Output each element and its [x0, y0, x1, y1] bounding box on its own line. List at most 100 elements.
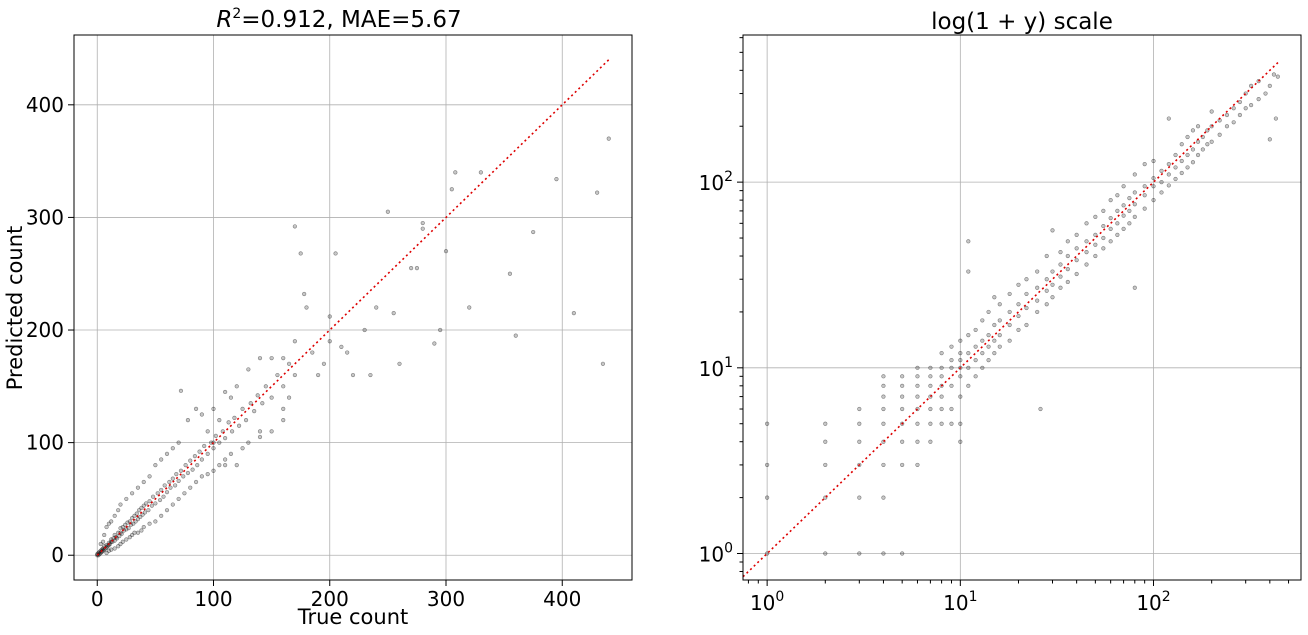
right-data-point — [928, 365, 933, 370]
left-data-point — [130, 491, 135, 496]
left-data-point — [135, 517, 141, 522]
right-data-point — [966, 333, 971, 338]
right-data-point — [857, 406, 862, 412]
left-data-point — [147, 499, 152, 504]
left-data-point — [292, 224, 297, 229]
right-data-point — [1065, 239, 1070, 244]
left-y-tick-label: 0 — [51, 543, 64, 567]
left-data-point — [286, 361, 292, 366]
right-data-point — [1243, 106, 1248, 111]
right-data-point — [900, 439, 905, 444]
right-data-point — [1016, 313, 1021, 319]
right-grid — [743, 35, 1301, 580]
left-data-point — [339, 344, 344, 350]
left-data-point — [333, 251, 338, 256]
left-data-point — [531, 229, 536, 235]
right-data-point — [939, 374, 944, 379]
left-data-point — [118, 502, 123, 507]
right-data-point — [973, 344, 978, 349]
left-data-point — [141, 503, 146, 508]
left-data-point — [142, 510, 148, 515]
right-data-point — [1185, 165, 1190, 170]
left-data-point — [269, 395, 274, 400]
left-points — [95, 136, 611, 558]
right-data-point — [1179, 142, 1184, 147]
left-y-tick-label: 300 — [26, 205, 64, 229]
left-data-point — [205, 451, 210, 456]
right-data-point — [1249, 102, 1254, 108]
left-x-tick-label: 0 — [91, 587, 104, 611]
left-data-point — [116, 508, 121, 513]
left-data-point — [139, 505, 144, 511]
right-data-point — [1195, 152, 1201, 158]
left-data-point — [228, 451, 234, 456]
right-data-point — [1237, 99, 1243, 105]
left-data-point — [202, 443, 207, 449]
left-data-point — [149, 503, 154, 508]
left-data-point — [170, 476, 175, 481]
left-data-point — [153, 501, 158, 506]
left-data-point — [130, 515, 135, 521]
left-data-point — [130, 532, 135, 538]
right-data-point — [1108, 198, 1113, 203]
left-data-point — [213, 433, 218, 438]
right-data-point — [1024, 305, 1029, 311]
right-y-tick-label: 101 — [699, 355, 733, 381]
left-data-point — [157, 497, 163, 503]
left-data-point — [174, 472, 179, 477]
right-data-point — [992, 351, 997, 356]
right-data-point — [939, 365, 944, 370]
right-data-point — [1074, 258, 1079, 263]
right-data-point — [1121, 203, 1126, 208]
left-data-point — [138, 514, 143, 520]
left-data-point — [409, 265, 414, 271]
left-data-point — [255, 393, 260, 398]
left-data-point — [368, 372, 373, 378]
left-data-point — [269, 429, 274, 434]
left-data-point — [153, 519, 158, 524]
right-data-point — [1050, 282, 1055, 287]
left-data-point — [362, 327, 367, 333]
left-data-point — [153, 463, 158, 468]
left-data-point — [120, 539, 125, 544]
left-data-point — [159, 457, 164, 462]
left-data-point — [513, 333, 518, 338]
right-data-point — [980, 365, 985, 370]
right-data-point — [986, 333, 991, 338]
right-data-point — [1074, 246, 1079, 251]
right-data-point — [900, 383, 905, 388]
left-data-point — [150, 494, 156, 499]
left-data-point — [420, 220, 425, 226]
right-data-point — [1101, 208, 1106, 213]
right-data-point — [915, 383, 920, 388]
left-x-tick-label: 400 — [543, 587, 581, 611]
left-data-point — [257, 356, 263, 361]
right-data-point — [1101, 246, 1106, 251]
right-data-point — [1121, 213, 1126, 218]
left-data-point — [223, 389, 228, 395]
right-data-point — [966, 383, 971, 388]
right-data-point — [1035, 309, 1040, 315]
left-data-point — [205, 472, 210, 477]
right-data-point — [973, 327, 978, 333]
left-data-point — [137, 508, 142, 513]
right-data-point — [900, 374, 905, 379]
right-data-point — [1209, 139, 1214, 144]
right-data-point — [1231, 120, 1236, 125]
right-data-point — [765, 421, 770, 426]
left-data-point — [182, 491, 187, 496]
left-data-point — [571, 311, 576, 316]
right-data-point — [1166, 162, 1171, 167]
right-data-point — [980, 338, 985, 343]
right-data-point — [765, 462, 770, 468]
left-data-point — [292, 339, 297, 344]
left-data-point — [414, 265, 420, 271]
right-data-point — [857, 551, 862, 556]
right-data-point — [1142, 162, 1147, 167]
left-data-point — [236, 423, 242, 428]
right-data-point — [1127, 196, 1132, 201]
left-data-point — [226, 420, 231, 425]
left-data-point — [109, 547, 114, 552]
right-data-point — [1271, 72, 1277, 77]
right-data-point — [980, 318, 985, 323]
